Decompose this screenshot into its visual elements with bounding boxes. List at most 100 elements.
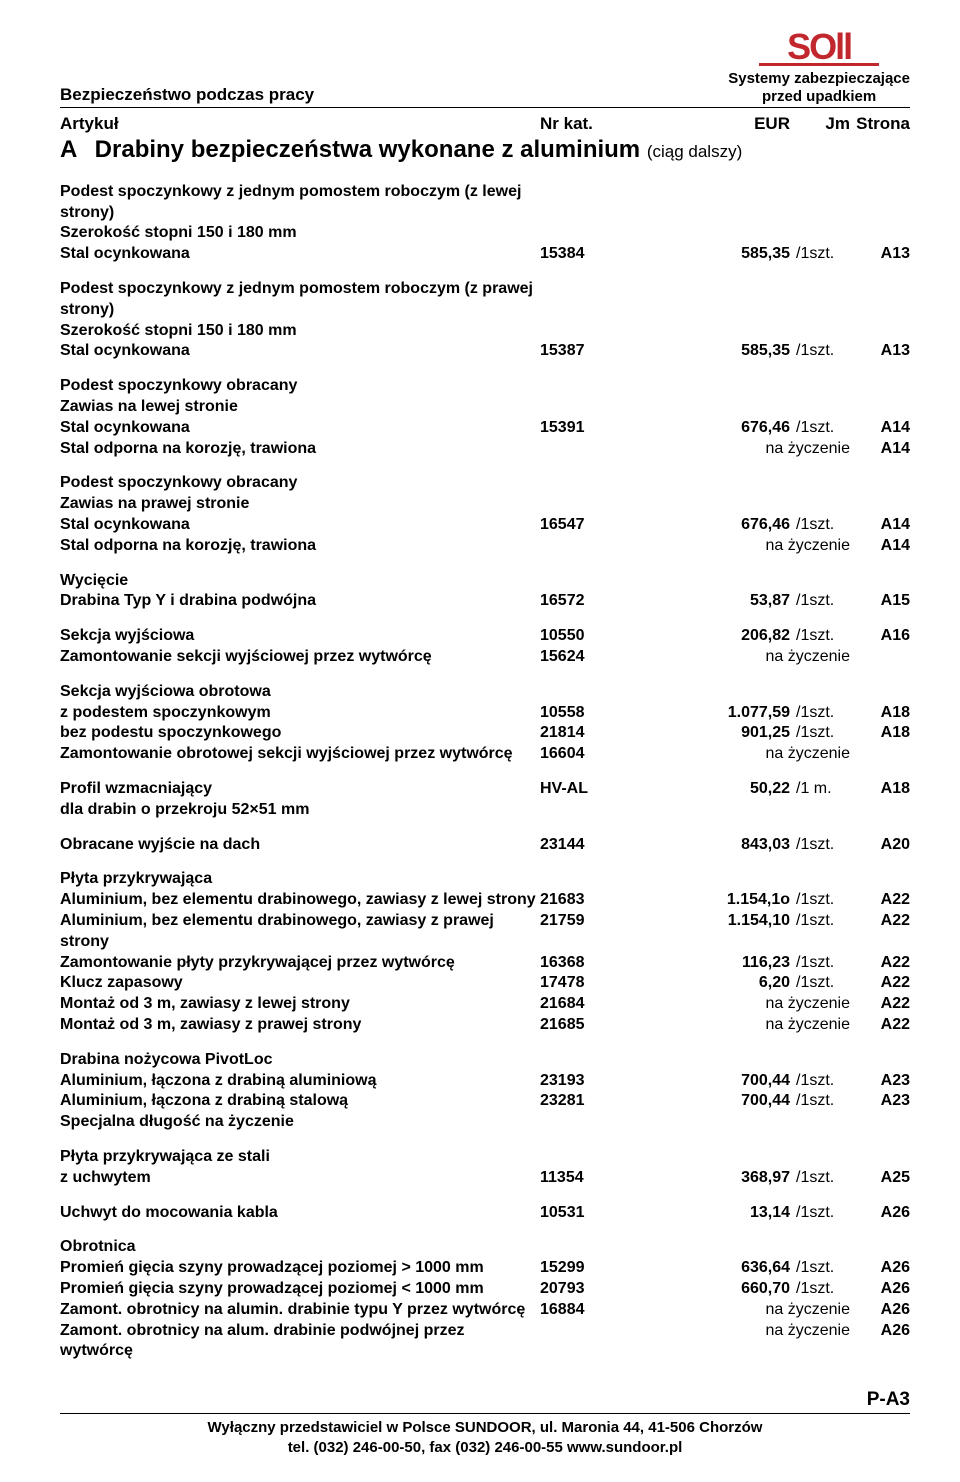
desc: Specjalna długość na życzenie [60, 1112, 540, 1133]
desc: Zamont. obrotnicy na alum. drabinie podw… [60, 1321, 540, 1363]
section-title: A Drabiny bezpieczeństwa wykonane z alum… [60, 136, 910, 164]
eur: 660,70 [670, 1279, 790, 1300]
col-nrkat: Nr kat. [540, 114, 670, 134]
page-ref: A26 [850, 1321, 910, 1342]
page: Bezpieczeństwo podczas pracy SOll System… [0, 0, 960, 1482]
jm: /1szt. [790, 835, 850, 856]
page-ref: A22 [850, 911, 910, 932]
desc: Aluminium, łączona z drabiną stalową [60, 1091, 540, 1112]
page-ref: A14 [850, 515, 910, 536]
nrkat: 10550 [540, 626, 670, 647]
col-strona: Strona [850, 114, 910, 134]
nrkat: 15391 [540, 418, 670, 439]
nrkat: 21814 [540, 723, 670, 744]
nrkat: 15624 [540, 647, 670, 668]
nrkat: 10531 [540, 1203, 670, 1224]
desc: Zamontowanie płyty przykrywającej przez … [60, 953, 540, 974]
desc: Promień gięcia szyny prowadzącej poziome… [60, 1279, 540, 1300]
eur: 676,46 [670, 515, 790, 536]
desc: Montaż od 3 m, zawiasy z lewej strony [60, 994, 540, 1015]
page-ref: A26 [850, 1300, 910, 1321]
nrkat: 21683 [540, 890, 670, 911]
eur: 368,97 [670, 1168, 790, 1189]
desc: strony) [60, 300, 540, 321]
col-artykul: Artykuł [60, 114, 540, 134]
page-ref: A15 [850, 591, 910, 612]
column-header: Artykuł Nr kat. EUR Jm Strona [60, 114, 910, 134]
desc: Sekcja wyjściowa [60, 626, 540, 647]
section-name: Drabiny bezpieczeństwa wykonane z alumin… [95, 136, 640, 163]
eur: 1.077,59 [670, 703, 790, 724]
group: Podest spoczynkowy obracany Zawias na le… [60, 376, 910, 459]
desc: Drabina Typ Y i drabina podwójna [60, 591, 540, 612]
col-eur: EUR [670, 114, 790, 134]
jm: /1szt. [790, 703, 850, 724]
page-ref: A22 [850, 994, 910, 1015]
nrkat: 21684 [540, 994, 670, 1015]
jm: /1szt. [790, 591, 850, 612]
page-ref: A18 [850, 703, 910, 724]
jm: /1szt. [790, 890, 850, 911]
group: Wycięcie Drabina Typ Y i drabina podwójn… [60, 571, 910, 613]
na-zyczenie: na życzenie [670, 1015, 850, 1036]
eur: 206,82 [670, 626, 790, 647]
brand-line2: przed upadkiem [728, 88, 910, 105]
jm: /1szt. [790, 973, 850, 994]
page-ref: A22 [850, 1015, 910, 1036]
jm: /1szt. [790, 1258, 850, 1279]
desc: Zamontowanie obrotowej sekcji wyjściowej… [60, 744, 540, 765]
desc: Zamont. obrotnicy na alumin. drabinie ty… [60, 1300, 540, 1321]
nrkat: 21759 [540, 911, 670, 932]
na-zyczenie: na życzenie [670, 439, 850, 460]
items: Podest spoczynkowy z jednym pomostem rob… [60, 182, 910, 1362]
nrkat: 16604 [540, 744, 670, 765]
jm: /1szt. [790, 1168, 850, 1189]
jm: /1szt. [790, 1203, 850, 1224]
eur: 13,14 [670, 1203, 790, 1224]
page-ref: A18 [850, 779, 910, 800]
footer: P-A3 Wyłączny przedstawiciel w Polsce SU… [60, 1389, 910, 1459]
eur: 1.154,1o [670, 890, 790, 911]
eur: 1.154,10 [670, 911, 790, 932]
jm: /1szt. [790, 515, 850, 536]
na-zyczenie: na życzenie [670, 647, 850, 668]
group: Obrotnica Promień gięcia szyny prowadząc… [60, 1237, 910, 1362]
jm: /1 m. [790, 779, 850, 800]
desc: Klucz zapasowy [60, 973, 540, 994]
group: Drabina nożycowa PivotLoc Aluminium, łąc… [60, 1050, 910, 1133]
jm: /1szt. [790, 723, 850, 744]
page-ref: A26 [850, 1258, 910, 1279]
jm: /1szt. [790, 911, 850, 932]
nrkat: 15387 [540, 341, 670, 362]
nrkat: 16547 [540, 515, 670, 536]
group: Płyta przykrywająca Aluminium, bez eleme… [60, 869, 910, 1035]
logo: SOll [759, 26, 879, 66]
brand-line1: Systemy zabezpieczające [728, 70, 910, 87]
nrkat: 15384 [540, 244, 670, 265]
desc: dla drabin o przekroju 52×51 mm [60, 800, 540, 821]
page-ref: A26 [850, 1279, 910, 1300]
jm: /1szt. [790, 953, 850, 974]
title-left: Bezpieczeństwo podczas pracy [60, 85, 314, 105]
desc: z podestem spoczynkowym [60, 703, 540, 724]
group: Płyta przykrywająca ze stali z uchwytem … [60, 1147, 910, 1189]
na-zyczenie: na życzenie [670, 994, 850, 1015]
page-ref: A22 [850, 890, 910, 911]
eur: 50,22 [670, 779, 790, 800]
footer-address: Wyłączny przedstawiciel w Polsce SUNDOOR… [60, 1418, 910, 1459]
page-ref: A20 [850, 835, 910, 856]
group: Obracane wyjście na dach 23144 843,03 /1… [60, 835, 910, 856]
page-ref: A16 [850, 626, 910, 647]
page-ref: A22 [850, 973, 910, 994]
desc: Zawias na prawej stronie [60, 494, 540, 515]
desc: Stal ocynkowana [60, 515, 540, 536]
group: Sekcja wyjściowa obrotowa z podestem spo… [60, 682, 910, 765]
desc: Montaż od 3 m, zawiasy z prawej strony [60, 1015, 540, 1036]
footer-line2: tel. (032) 246-00-50, fax (032) 246-00-5… [60, 1438, 910, 1458]
header-row: Bezpieczeństwo podczas pracy SOll System… [60, 26, 910, 108]
desc: Aluminium, bez elementu drabinowego, zaw… [60, 890, 540, 911]
desc: Płyta przykrywająca ze stali [60, 1147, 540, 1168]
jm: /1szt. [790, 418, 850, 439]
na-zyczenie: na życzenie [670, 1321, 850, 1342]
nrkat: 16368 [540, 953, 670, 974]
